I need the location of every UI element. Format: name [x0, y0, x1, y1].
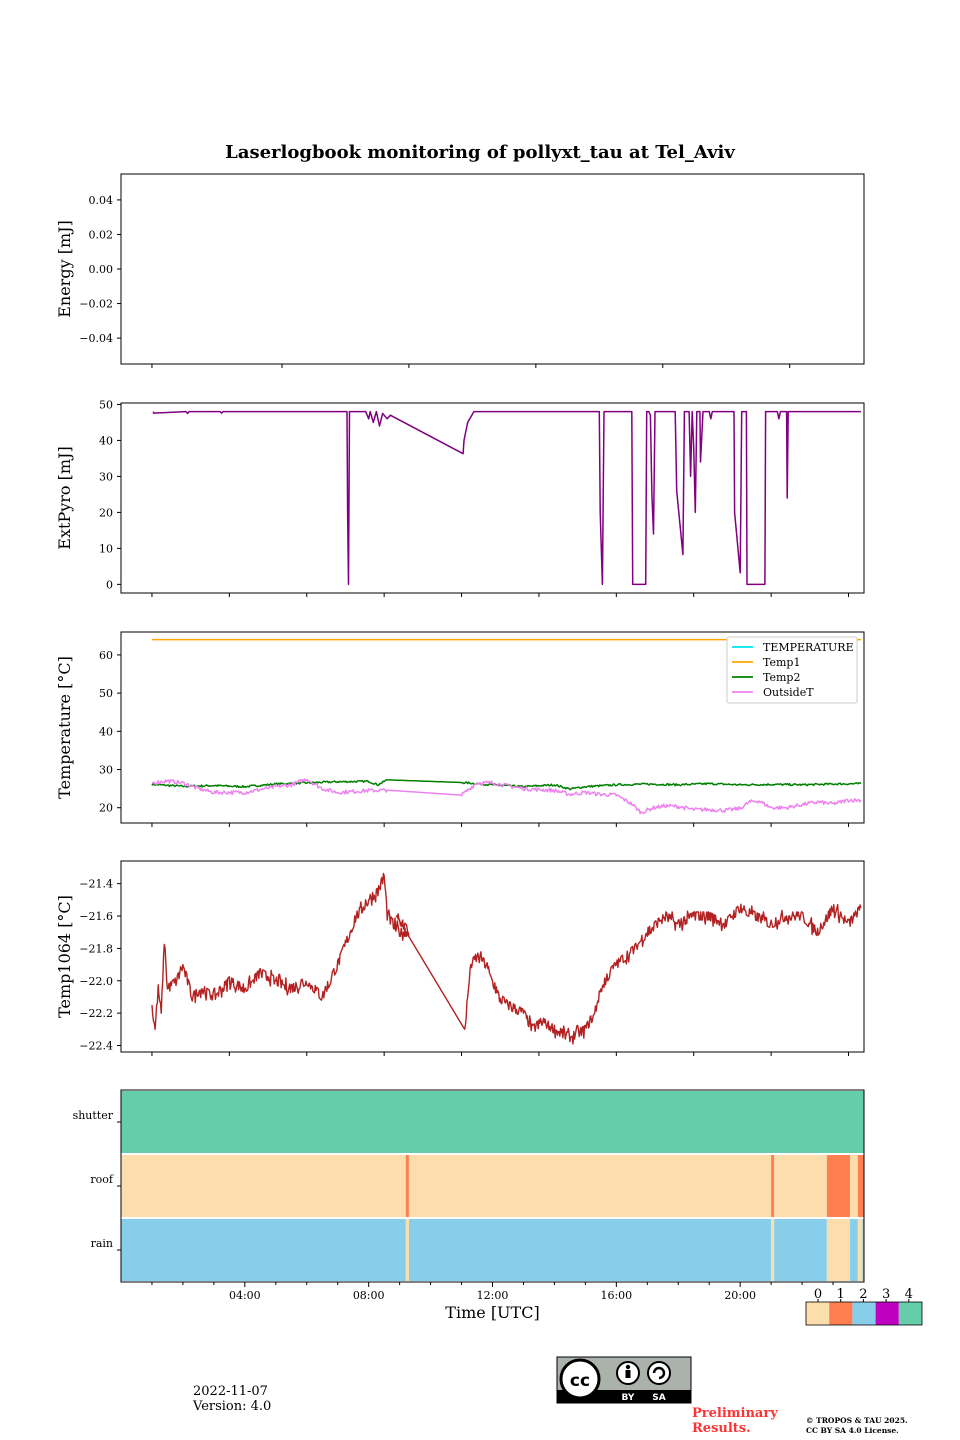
status-cell-rain: [774, 1219, 827, 1281]
status-cell-roof: [826, 1155, 851, 1217]
status-cell-roof: [405, 1155, 409, 1217]
status-row-label-rain: rain: [91, 1237, 113, 1250]
y-axis-label: Energy [mJ]: [55, 220, 74, 318]
chart-title: Laserlogbook monitoring of pollyxt_tau a…: [225, 142, 735, 163]
status-cell-roof: [774, 1155, 827, 1217]
series-group-temp1064: [151, 872, 862, 1045]
axes-frame-extpyro: [120, 402, 865, 594]
y-tick-label: 30: [99, 470, 113, 483]
colorbar-frame: [805, 1301, 923, 1326]
colorbar-swatch-4: [898, 1302, 922, 1325]
colorbar-tick-label: 1: [837, 1287, 845, 1302]
series-line-temp2: [151, 779, 862, 791]
series-line-extpyro: [152, 410, 861, 586]
colorbar-tick-label: 0: [814, 1287, 822, 1302]
y-tick-label: −21.4: [79, 878, 113, 891]
x-axis: 04:00 08:00 12:00 16:00 20:00 Time [UTC]: [151, 1282, 834, 1322]
x-tick-label: 12:00: [477, 1289, 509, 1302]
legend-label: OutsideT: [763, 686, 814, 699]
y-tick-label: 0.04: [89, 194, 114, 207]
axes-frame-temp1064: [120, 860, 865, 1053]
x-tick-label: 04:00: [229, 1289, 261, 1302]
panel-temp1064: −21.4 −21.6 −21.8 −22.0 −22.2 −22.4 Temp1064 […: [55, 860, 865, 1056]
status-cell-shutter: [121, 1091, 864, 1153]
preliminary-label-line2: Results.: [692, 1421, 751, 1436]
copyright-line1: © TROPOS & TAU 2025.: [806, 1416, 908, 1425]
y-tick-label: −21.8: [79, 942, 113, 955]
axes-frame-energy: [120, 173, 865, 365]
y-tick-label: 50: [99, 687, 113, 700]
status-panel: shutter roof rain: [73, 1089, 865, 1283]
panel-energy: 0.04 0.02 0.00 −0.02 −0.04 Energy [mJ]: [55, 173, 865, 368]
copyright-line2: CC BY SA 4.0 License.: [806, 1426, 899, 1435]
status-cell-roof: [857, 1155, 864, 1217]
colorbar-tick-label: 4: [905, 1287, 913, 1302]
series-group-extpyro: [152, 410, 861, 586]
series-line-temp1064: [151, 872, 862, 1045]
x-tick-label: 08:00: [353, 1289, 385, 1302]
status-cell-rain: [121, 1219, 406, 1281]
legend-label: Temp2: [763, 671, 800, 684]
footer-date: 2022-11-07: [193, 1384, 268, 1399]
status-cell-roof: [121, 1155, 406, 1217]
y-tick-label: −0.04: [79, 332, 113, 345]
footer-version: Version: 4.0: [193, 1399, 272, 1414]
status-row-label-roof: roof: [90, 1173, 114, 1186]
y-tick-label: 0.02: [89, 228, 114, 241]
y-tick-label: 20: [99, 802, 113, 815]
y-tick-label: 20: [99, 506, 113, 519]
y-tick-label: −0.02: [79, 298, 113, 311]
x-tick-label: 20:00: [724, 1289, 756, 1302]
y-tick-label: 60: [99, 649, 113, 662]
legend-label: TEMPERATURE: [763, 641, 854, 654]
cc-sa-label: SA: [652, 1393, 665, 1403]
status-cell-rain: [405, 1219, 409, 1281]
panel-temperature: 20 30 40 50 60 Temperature [°C] TEMPERATURE Tem…: [55, 631, 865, 827]
colorbar-swatch-0: [806, 1302, 830, 1325]
status-cell-roof: [771, 1155, 775, 1217]
y-axis-label: Temperature [°C]: [55, 656, 74, 799]
legend: TEMPERATURE Temp1 Temp2 OutsideT: [726, 636, 858, 704]
status-cell-roof: [408, 1155, 772, 1217]
y-tick-label: 50: [99, 398, 113, 411]
y-tick-label: 0: [106, 578, 113, 591]
colorbar-swatch-2: [852, 1302, 876, 1325]
y-axis-label: ExtPyro [mJ]: [55, 446, 74, 549]
cc-by-sa-badge-icon: cc BY SA: [556, 1356, 692, 1404]
y-tick-label: 40: [99, 725, 113, 738]
y-tick-label: 40: [99, 434, 113, 447]
status-row-label-shutter: shutter: [73, 1109, 114, 1122]
colorbar-swatch-1: [829, 1302, 853, 1325]
y-tick-label: 10: [99, 542, 113, 555]
legend-frame: [726, 636, 858, 704]
colorbar-tick-label: 3: [882, 1287, 890, 1302]
svg-text:cc: cc: [570, 1371, 590, 1391]
y-tick-label: 30: [99, 764, 113, 777]
status-cell-rain: [771, 1219, 775, 1281]
y-axis-label: Temp1064 [°C]: [55, 895, 74, 1018]
preliminary-label-line1: Preliminary: [692, 1406, 778, 1421]
legend-label: Temp1: [763, 656, 800, 669]
status-cell-rain: [862, 1219, 864, 1281]
y-tick-label: −22.0: [79, 975, 113, 988]
status-cell-rain: [850, 1219, 858, 1281]
status-cell-roof: [850, 1155, 858, 1217]
colorbar-swatch-3: [875, 1302, 899, 1325]
cc-by-label: BY: [622, 1393, 635, 1403]
panel-extpyro: 0 10 20 30 40 50 ExtPyro [mJ]: [55, 398, 865, 597]
panels: 0.04 0.02 0.00 −0.02 −0.04 Energy [mJ] 0 10 20 30…: [55, 173, 865, 1056]
y-tick-label: 0.00: [89, 263, 114, 276]
x-axis-label: Time [UTC]: [445, 1303, 539, 1322]
y-tick-label: −21.6: [79, 910, 113, 923]
status-cell-rain: [857, 1219, 863, 1281]
x-tick-label: 16:00: [600, 1289, 632, 1302]
y-tick-label: −22.2: [79, 1007, 113, 1020]
status-cell-rain: [408, 1219, 772, 1281]
series-line-outsidet: [151, 778, 862, 815]
y-tick-label: −22.4: [79, 1040, 113, 1053]
status-cell-rain: [826, 1219, 851, 1281]
colorbar-tick-label: 2: [859, 1287, 867, 1302]
